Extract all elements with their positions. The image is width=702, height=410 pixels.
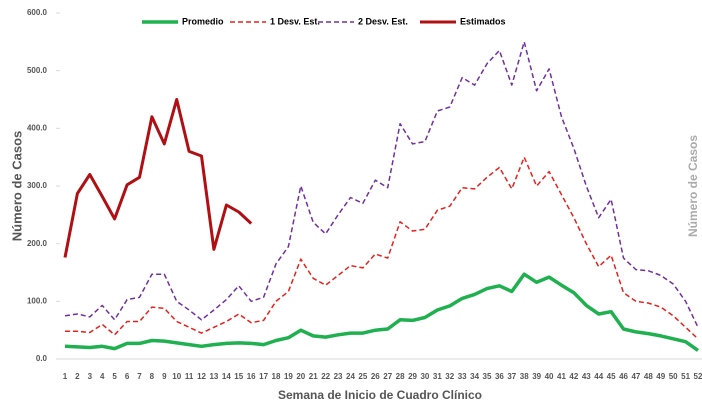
x-tick-label: 17: [259, 372, 268, 381]
x-tick-label: 49: [656, 372, 665, 381]
x-tick-label: 14: [222, 372, 231, 381]
x-tick-label: 1: [63, 372, 68, 381]
x-tick-label: 20: [296, 372, 305, 381]
legend-label: 2 Desv. Est.: [358, 16, 408, 26]
x-tick-label: 38: [520, 372, 529, 381]
y-tick-label: 0.0: [36, 354, 48, 363]
y-tick-label: 600.0: [27, 8, 48, 17]
x-tick-label: 18: [272, 372, 281, 381]
x-tick-label: 12: [197, 372, 206, 381]
x-tick-label: 7: [137, 372, 142, 381]
x-tick-label: 27: [383, 372, 392, 381]
legend-label: Promedio: [182, 16, 224, 26]
x-tick-label: 35: [483, 372, 492, 381]
x-axis-label: Semana de Inicio de Cuadro Clínico: [278, 388, 482, 402]
x-tick-label: 19: [284, 372, 293, 381]
x-tick-label: 43: [582, 372, 591, 381]
x-tick-label: 29: [408, 372, 417, 381]
y-tick-label: 500.0: [27, 66, 48, 75]
x-tick-label: 5: [112, 372, 117, 381]
legend-label: 1 Desv. Est.: [270, 16, 320, 26]
x-tick-label: 10: [172, 372, 181, 381]
x-tick-label: 11: [185, 372, 194, 381]
x-tick-label: 32: [445, 372, 454, 381]
x-tick-label: 23: [334, 372, 343, 381]
series-line: [64, 272, 700, 352]
x-tick-label: 24: [346, 372, 355, 381]
y-axis-label: Número de Casos: [9, 131, 24, 242]
x-tick-label: 45: [607, 372, 616, 381]
x-tick-label: 16: [247, 372, 256, 381]
x-tick-label: 15: [234, 372, 243, 381]
x-tick-label: 33: [458, 372, 467, 381]
y-tick-label: 400.0: [27, 123, 48, 132]
x-tick-label: 28: [396, 372, 405, 381]
x-tick-label: 21: [309, 372, 318, 381]
x-tick-label: 6: [125, 372, 130, 381]
x-tick-label: 50: [669, 372, 678, 381]
x-tick-label: 39: [532, 372, 541, 381]
series-line: [63, 98, 253, 258]
x-tick-label: 41: [557, 372, 566, 381]
x-tick-label: 30: [420, 372, 429, 381]
x-tick-label: 31: [433, 372, 442, 381]
x-tick-label: 2: [75, 372, 80, 381]
x-tick-label: 8: [150, 372, 155, 381]
legend-label: Estimados: [460, 16, 506, 26]
y-tick-label: 300.0: [27, 181, 48, 190]
x-tick-label: 42: [569, 372, 578, 381]
series-line: [64, 41, 699, 328]
x-tick-label: 40: [545, 372, 554, 381]
x-tick-label: 37: [507, 372, 516, 381]
x-tick-label: 52: [694, 372, 702, 381]
x-tick-label: 51: [681, 372, 690, 381]
x-tick-label: 44: [594, 372, 603, 381]
y2-axis-label: Número de Casos: [686, 135, 700, 237]
y-tick-label: 100.0: [27, 296, 48, 305]
x-tick-label: 4: [100, 372, 105, 381]
x-tick-label: 34: [470, 372, 479, 381]
x-tick-label: 48: [644, 372, 653, 381]
y-tick-label: 200.0: [27, 239, 48, 248]
x-tick-label: 13: [209, 372, 218, 381]
x-tick-label: 36: [495, 372, 504, 381]
x-tick-label: 25: [358, 372, 367, 381]
x-tick-label: 47: [631, 372, 640, 381]
x-tick-label: 46: [619, 372, 628, 381]
x-tick-label: 26: [371, 372, 380, 381]
series-line: [65, 156, 699, 340]
x-tick-label: 22: [321, 372, 330, 381]
x-tick-label: 3: [88, 372, 93, 381]
x-tick-label: 9: [162, 372, 167, 381]
